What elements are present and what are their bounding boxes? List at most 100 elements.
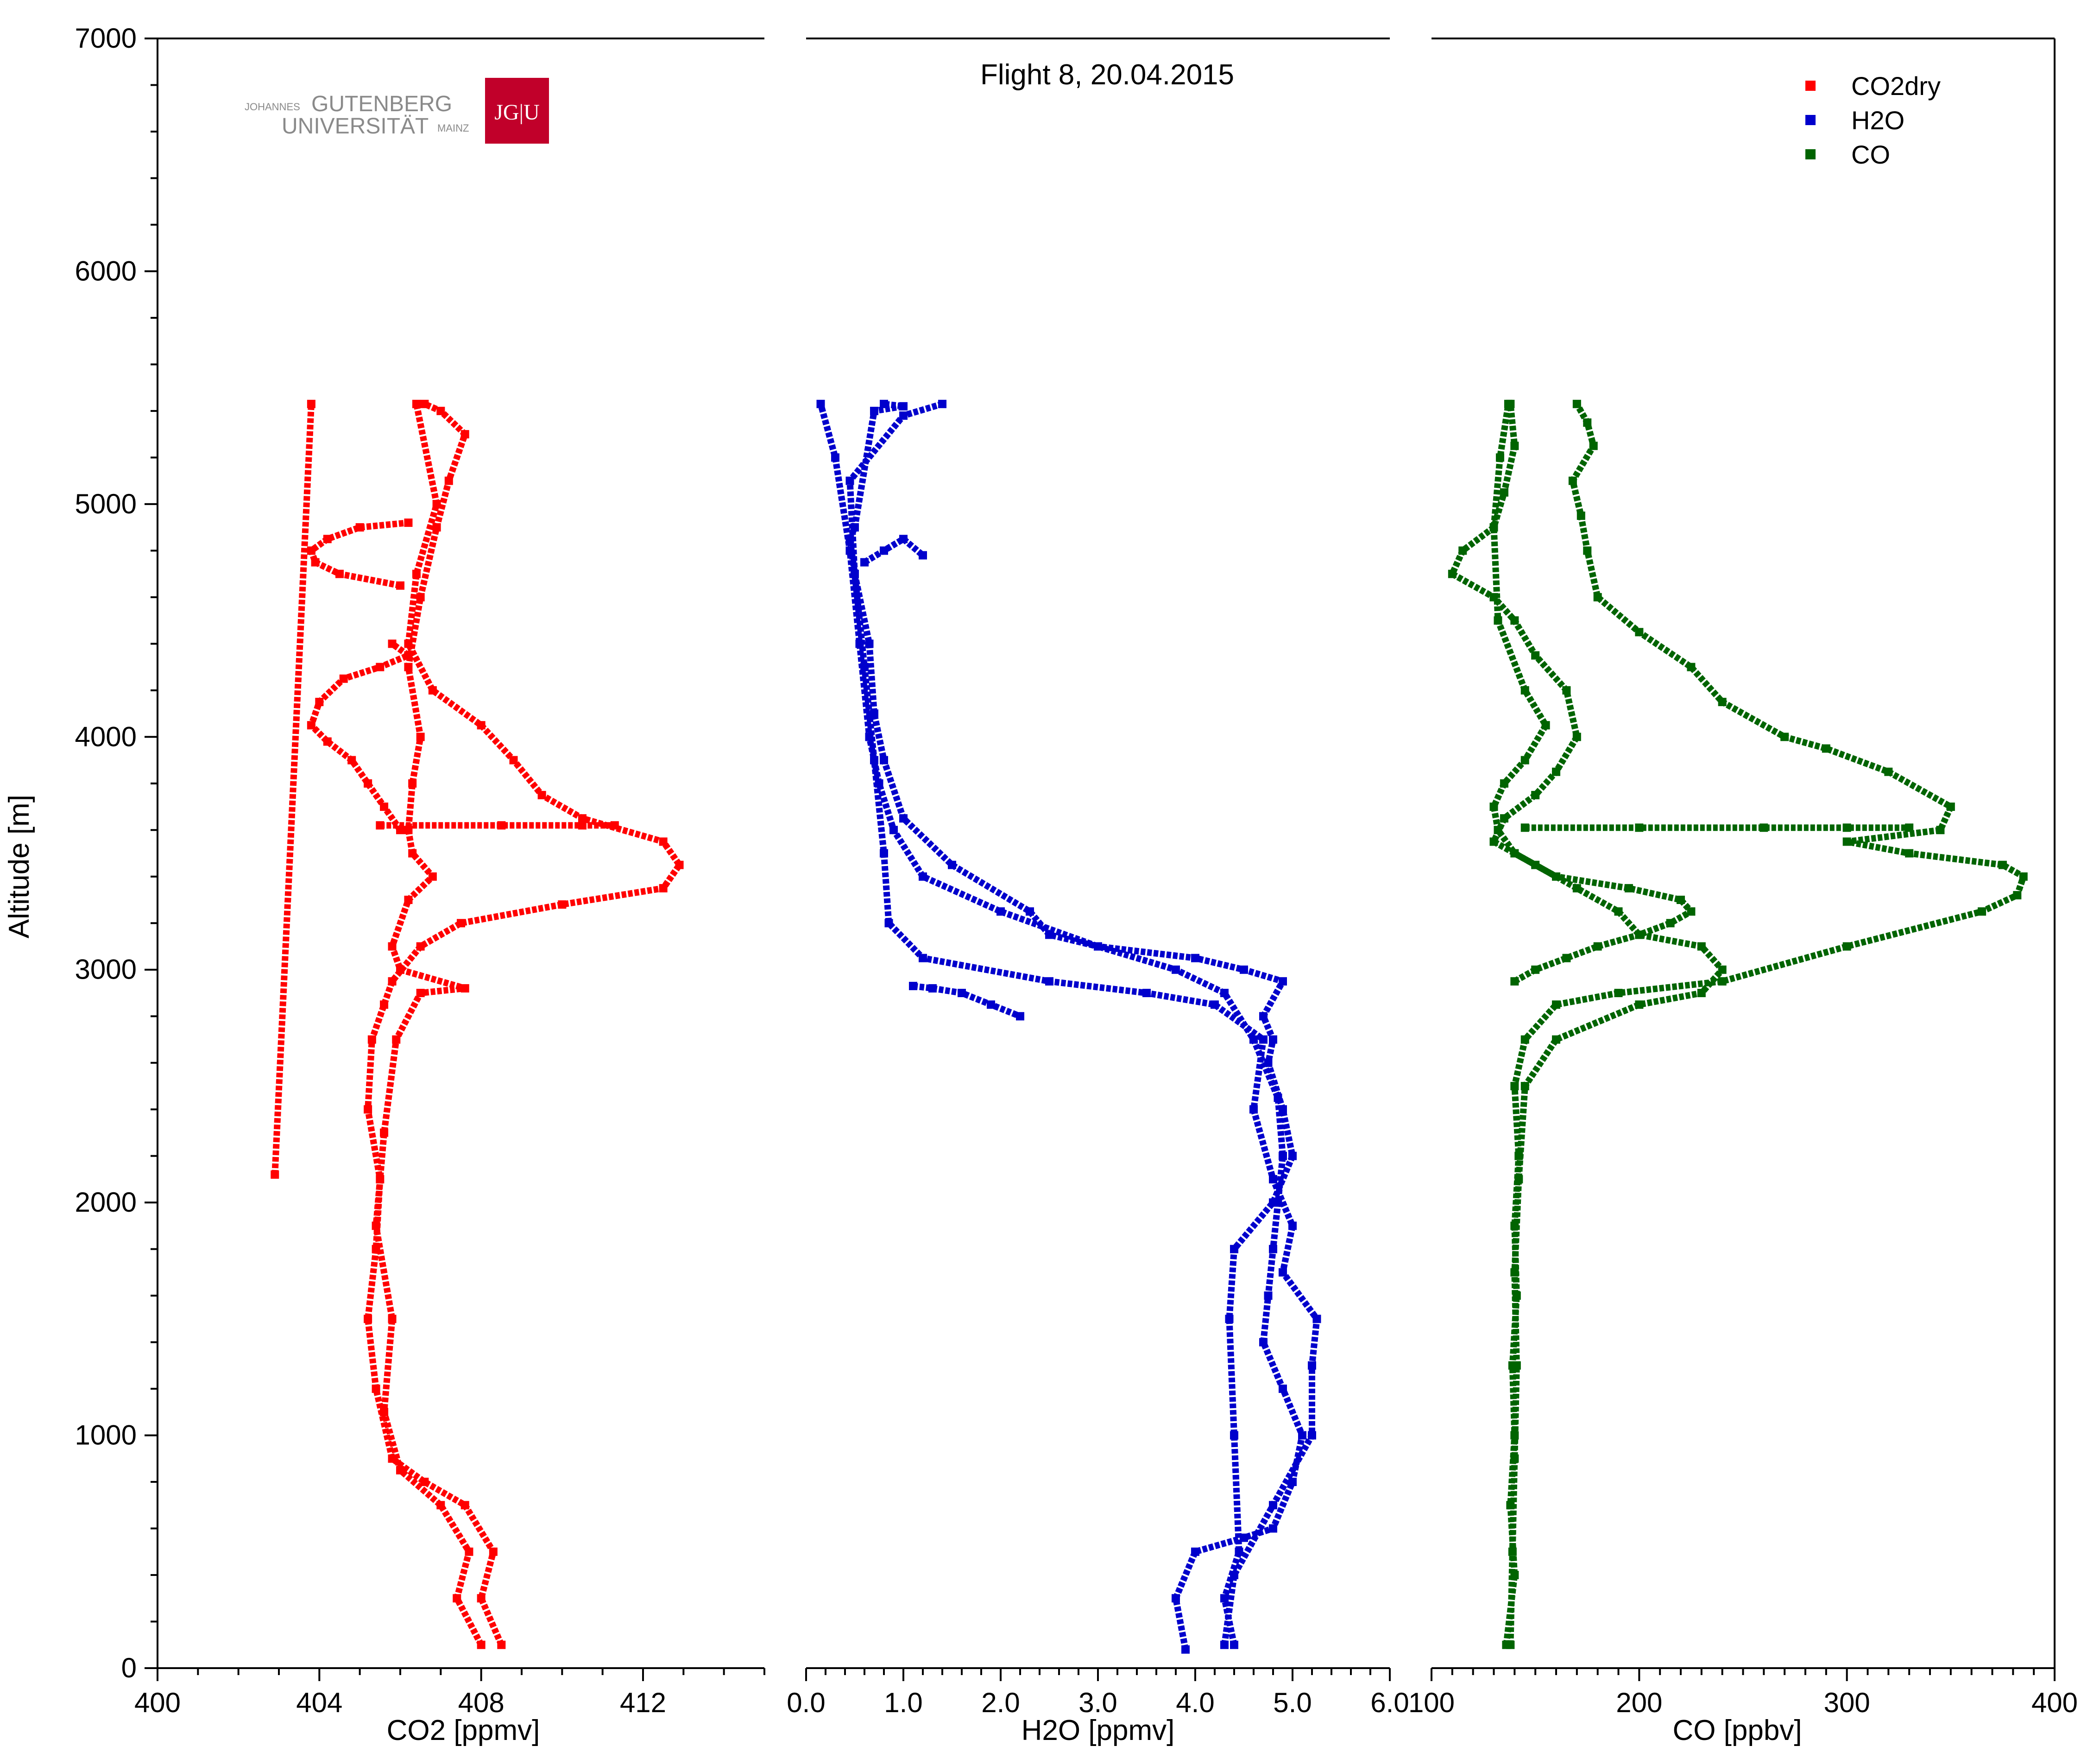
data-point xyxy=(311,558,320,567)
data-point xyxy=(404,651,413,660)
data-point xyxy=(1583,546,1592,555)
legend-label-co2dry: CO2dry xyxy=(1851,71,1941,101)
data-point xyxy=(396,965,404,974)
data-point xyxy=(489,1547,498,1556)
data-point xyxy=(1572,399,1581,408)
data-point xyxy=(1312,1315,1321,1323)
data-point xyxy=(899,411,908,420)
data-point xyxy=(1884,767,1893,776)
data-point xyxy=(860,663,869,671)
data-point xyxy=(271,1170,279,1179)
data-point xyxy=(1500,488,1508,497)
panel-co2-data xyxy=(271,399,684,1649)
university-logo: JOHANNES GUTENBERG UNIVERSITÄT MAINZ JG|… xyxy=(245,78,549,144)
data-point xyxy=(364,1315,372,1323)
data-point xyxy=(477,1594,486,1603)
y-tick-label: 4000 xyxy=(75,721,137,752)
y-axis: 0 1000 2000 3000 4000 5000 6000 7000 xyxy=(75,23,158,1683)
data-point xyxy=(1697,988,1706,997)
legend-label-co: CO xyxy=(1851,140,1890,169)
data-point xyxy=(460,430,469,439)
data-point xyxy=(1583,418,1592,427)
data-point xyxy=(909,981,917,990)
data-point xyxy=(2013,891,2022,899)
data-point xyxy=(860,558,869,567)
data-point xyxy=(919,551,927,560)
data-point xyxy=(315,697,324,706)
data-point xyxy=(1494,616,1502,625)
data-point xyxy=(845,535,854,544)
data-point xyxy=(428,872,437,881)
logo-mark-box xyxy=(485,78,549,144)
data-point xyxy=(453,1594,461,1603)
data-point xyxy=(1308,1431,1316,1440)
data-point xyxy=(388,942,397,951)
data-point xyxy=(1269,1175,1277,1183)
data-point xyxy=(1589,442,1598,450)
data-point xyxy=(899,814,908,823)
data-point xyxy=(1288,1221,1297,1230)
y-axis-title: Altitude [m] xyxy=(3,795,35,938)
data-point xyxy=(307,721,315,730)
data-point xyxy=(1458,546,1467,555)
data-point xyxy=(1780,733,1789,741)
data-point xyxy=(1506,1640,1515,1649)
panel-co2-frame: 400 404 408 412 xyxy=(134,38,765,1718)
data-point xyxy=(412,399,421,408)
data-point xyxy=(1552,1035,1560,1044)
data-point xyxy=(948,860,956,869)
data-point xyxy=(404,663,413,671)
data-point xyxy=(1230,1431,1238,1440)
data-point xyxy=(380,1408,389,1417)
data-point xyxy=(1259,1035,1268,1044)
panel-h2o-frame: 0.0 1.0 2.0 3.0 4.0 5.0 6.0 xyxy=(787,38,1409,1718)
y-tick-label: 0 xyxy=(121,1652,137,1683)
data-point xyxy=(987,1000,995,1009)
data-point xyxy=(1520,823,1529,832)
data-point xyxy=(420,399,429,408)
data-point xyxy=(339,674,348,683)
svg-text:JG|U: JG|U xyxy=(494,100,540,125)
data-point xyxy=(1520,756,1529,765)
data-point xyxy=(851,569,859,578)
data-point xyxy=(1269,1245,1277,1253)
data-point xyxy=(1264,1291,1273,1300)
panel-co-data xyxy=(1448,399,2028,1649)
data-point xyxy=(1635,823,1644,832)
data-point xyxy=(509,756,518,765)
x-axis-title-co: CO [ppbv] xyxy=(1672,1714,1802,1746)
data-point xyxy=(1230,1640,1238,1649)
data-point xyxy=(1577,511,1585,520)
data-point xyxy=(1697,942,1706,951)
data-point xyxy=(1510,1454,1519,1463)
data-point xyxy=(1288,1151,1297,1160)
data-point xyxy=(1905,823,1914,832)
data-point xyxy=(1572,733,1581,741)
data-point xyxy=(958,988,966,997)
data-point xyxy=(851,523,859,532)
data-point xyxy=(1718,697,1727,706)
data-profile-co2dry-5 xyxy=(271,404,315,1175)
data-point xyxy=(1494,826,1502,835)
data-point xyxy=(1181,1645,1190,1654)
data-point xyxy=(1510,1268,1519,1277)
data-point xyxy=(659,837,668,846)
data-point xyxy=(1842,942,1851,951)
data-point xyxy=(1045,977,1053,986)
x-axis-title-co2: CO2 [ppmv] xyxy=(387,1714,540,1746)
data-point xyxy=(1508,1547,1517,1556)
data-point xyxy=(1635,930,1644,939)
data-point xyxy=(1514,1175,1523,1183)
x-tick-label: 6.0 xyxy=(1370,1687,1409,1718)
data-point xyxy=(1520,686,1529,695)
data-point xyxy=(1998,860,2007,869)
data-point xyxy=(1504,399,1513,408)
data-point xyxy=(380,1000,389,1009)
data-point xyxy=(1520,1082,1529,1090)
data-point xyxy=(388,1315,397,1323)
data-point xyxy=(1288,1478,1297,1486)
data-point xyxy=(497,1640,506,1649)
data-point xyxy=(372,1221,380,1230)
x-tick-label: 408 xyxy=(458,1687,505,1718)
